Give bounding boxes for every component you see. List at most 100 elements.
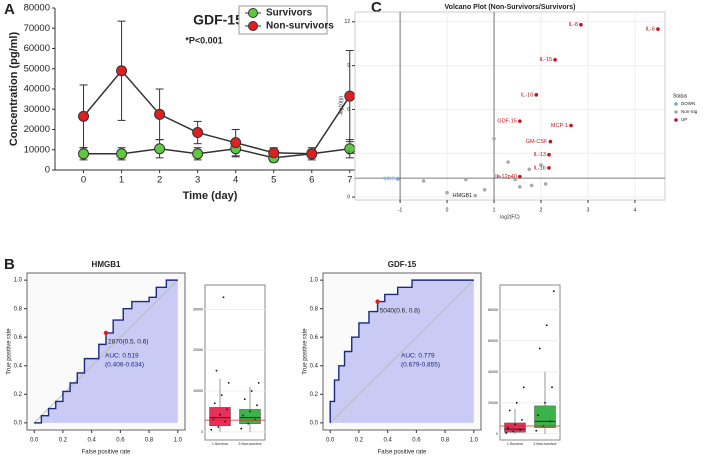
data-point bbox=[268, 147, 280, 159]
y-tick-label: 50000 bbox=[24, 63, 50, 74]
plot-area bbox=[354, 11, 666, 201]
legend-label: UP bbox=[681, 117, 687, 122]
point-label: IL-13 bbox=[533, 152, 546, 158]
point-label: IL-12p40 bbox=[495, 174, 517, 180]
data-point bbox=[473, 193, 478, 198]
y-tick-label: 0.8 bbox=[310, 306, 319, 312]
x-tick-label: 0.8 bbox=[441, 438, 450, 444]
jitter-point bbox=[217, 426, 220, 428]
x-tick-label: 1.Survivor bbox=[507, 442, 524, 446]
y-tick-label: 0 bbox=[347, 194, 350, 200]
cutoff-point bbox=[375, 299, 380, 304]
y-tick-label: 0.2 bbox=[310, 392, 319, 398]
y-tick-label: 10000 bbox=[24, 144, 50, 155]
data-point bbox=[547, 166, 551, 170]
jitter-point bbox=[250, 390, 253, 392]
ci-label: (0.679-0.855) bbox=[401, 362, 440, 369]
jitter-point bbox=[213, 402, 216, 405]
point-label: HMGB1 bbox=[453, 193, 473, 199]
x-tick-label: 4 bbox=[233, 175, 238, 186]
jitter-point bbox=[215, 369, 218, 372]
chart-title: Volcano Plot (Non-Survivors/Survivors) bbox=[445, 4, 576, 11]
x-axis-label: log2(FC) bbox=[500, 214, 520, 220]
cutoff-point bbox=[103, 330, 109, 336]
data-point bbox=[306, 148, 318, 160]
y-tick-label: 1.0 bbox=[14, 278, 23, 284]
data-point bbox=[513, 177, 517, 182]
point-label: IL-1b bbox=[533, 165, 546, 171]
data-point bbox=[569, 123, 573, 128]
roc-curve bbox=[329, 279, 474, 423]
jitter-point bbox=[256, 404, 258, 407]
data-point bbox=[534, 93, 539, 97]
data-point bbox=[527, 167, 532, 172]
x-tick-label: 1.0 bbox=[174, 438, 183, 444]
jitter-point bbox=[514, 423, 516, 426]
ci-label: (0.406-0.634) bbox=[105, 362, 144, 369]
y-tick-label: 0.0 bbox=[14, 420, 23, 426]
jitter-point bbox=[243, 398, 246, 401]
y-tick-label: 60000 bbox=[24, 43, 50, 54]
data-point bbox=[547, 152, 551, 157]
data-point bbox=[518, 119, 522, 123]
data-point bbox=[543, 182, 548, 186]
data-point bbox=[344, 90, 356, 102]
legend-label: Survivors bbox=[266, 8, 313, 19]
data-point bbox=[529, 183, 534, 188]
roc-curve bbox=[34, 279, 178, 424]
x-tick-label: 3 bbox=[587, 207, 590, 213]
data-point bbox=[116, 148, 128, 160]
jitter-point bbox=[537, 414, 539, 417]
y-tick-label: 30000 bbox=[193, 307, 203, 311]
jitter-point bbox=[512, 430, 515, 433]
x-tick-label: 2 bbox=[157, 175, 162, 186]
jitter-point bbox=[226, 408, 228, 411]
y-tick-label: 20000 bbox=[193, 348, 203, 352]
data-point bbox=[492, 136, 496, 141]
y-tick-label: 80000 bbox=[24, 3, 50, 14]
y-tick-label: 20000 bbox=[488, 401, 498, 405]
y-tick-label: 40000 bbox=[488, 370, 498, 374]
data-point bbox=[116, 65, 128, 77]
y-tick-label: 40000 bbox=[24, 84, 50, 95]
jitter-point bbox=[210, 428, 213, 431]
y-tick-label: 0.2 bbox=[14, 392, 23, 398]
jitter-point bbox=[242, 414, 244, 417]
x-tick-label: 1.0 bbox=[470, 438, 479, 444]
cutoff-label: 5040(0.6, 0.8) bbox=[380, 307, 420, 314]
chart-title: HMGB1 bbox=[92, 260, 121, 269]
legend-label: Non-survivors bbox=[266, 21, 334, 32]
x-tick-label: 0 bbox=[81, 175, 86, 186]
point-label: GM-CSF bbox=[526, 139, 548, 145]
jitter-point bbox=[247, 422, 250, 425]
chart-title: GDF-15 bbox=[388, 260, 417, 269]
legend-marker bbox=[248, 21, 258, 31]
data-point bbox=[506, 160, 510, 164]
legend-marker bbox=[248, 8, 258, 18]
point-label: MCP-1 bbox=[551, 123, 568, 129]
y-tick-label: 0.6 bbox=[310, 335, 319, 341]
panel-letter: C bbox=[371, 0, 382, 16]
diagonal bbox=[33, 279, 179, 424]
y-tick-label: 6 bbox=[347, 107, 350, 113]
data-point bbox=[553, 57, 557, 62]
jitter-point bbox=[522, 386, 525, 389]
series-line bbox=[82, 69, 351, 155]
jitter-point bbox=[551, 386, 553, 389]
data-point bbox=[445, 190, 449, 195]
legend-label: DOWN bbox=[681, 101, 695, 106]
y-axis-label: True positive rate bbox=[7, 328, 13, 375]
y-tick-label: 60000 bbox=[488, 339, 498, 343]
jitter-point bbox=[549, 420, 552, 423]
x-tick-label: 0 bbox=[446, 207, 449, 213]
legend-label: Non-Sig bbox=[681, 109, 698, 114]
x-tick-label: 0.2 bbox=[355, 438, 364, 444]
data-point bbox=[482, 187, 487, 192]
data-point bbox=[548, 139, 553, 144]
x-tick-label: 7 bbox=[347, 175, 352, 186]
data-point bbox=[78, 148, 90, 160]
box bbox=[504, 422, 526, 433]
legend-marker bbox=[674, 110, 678, 114]
